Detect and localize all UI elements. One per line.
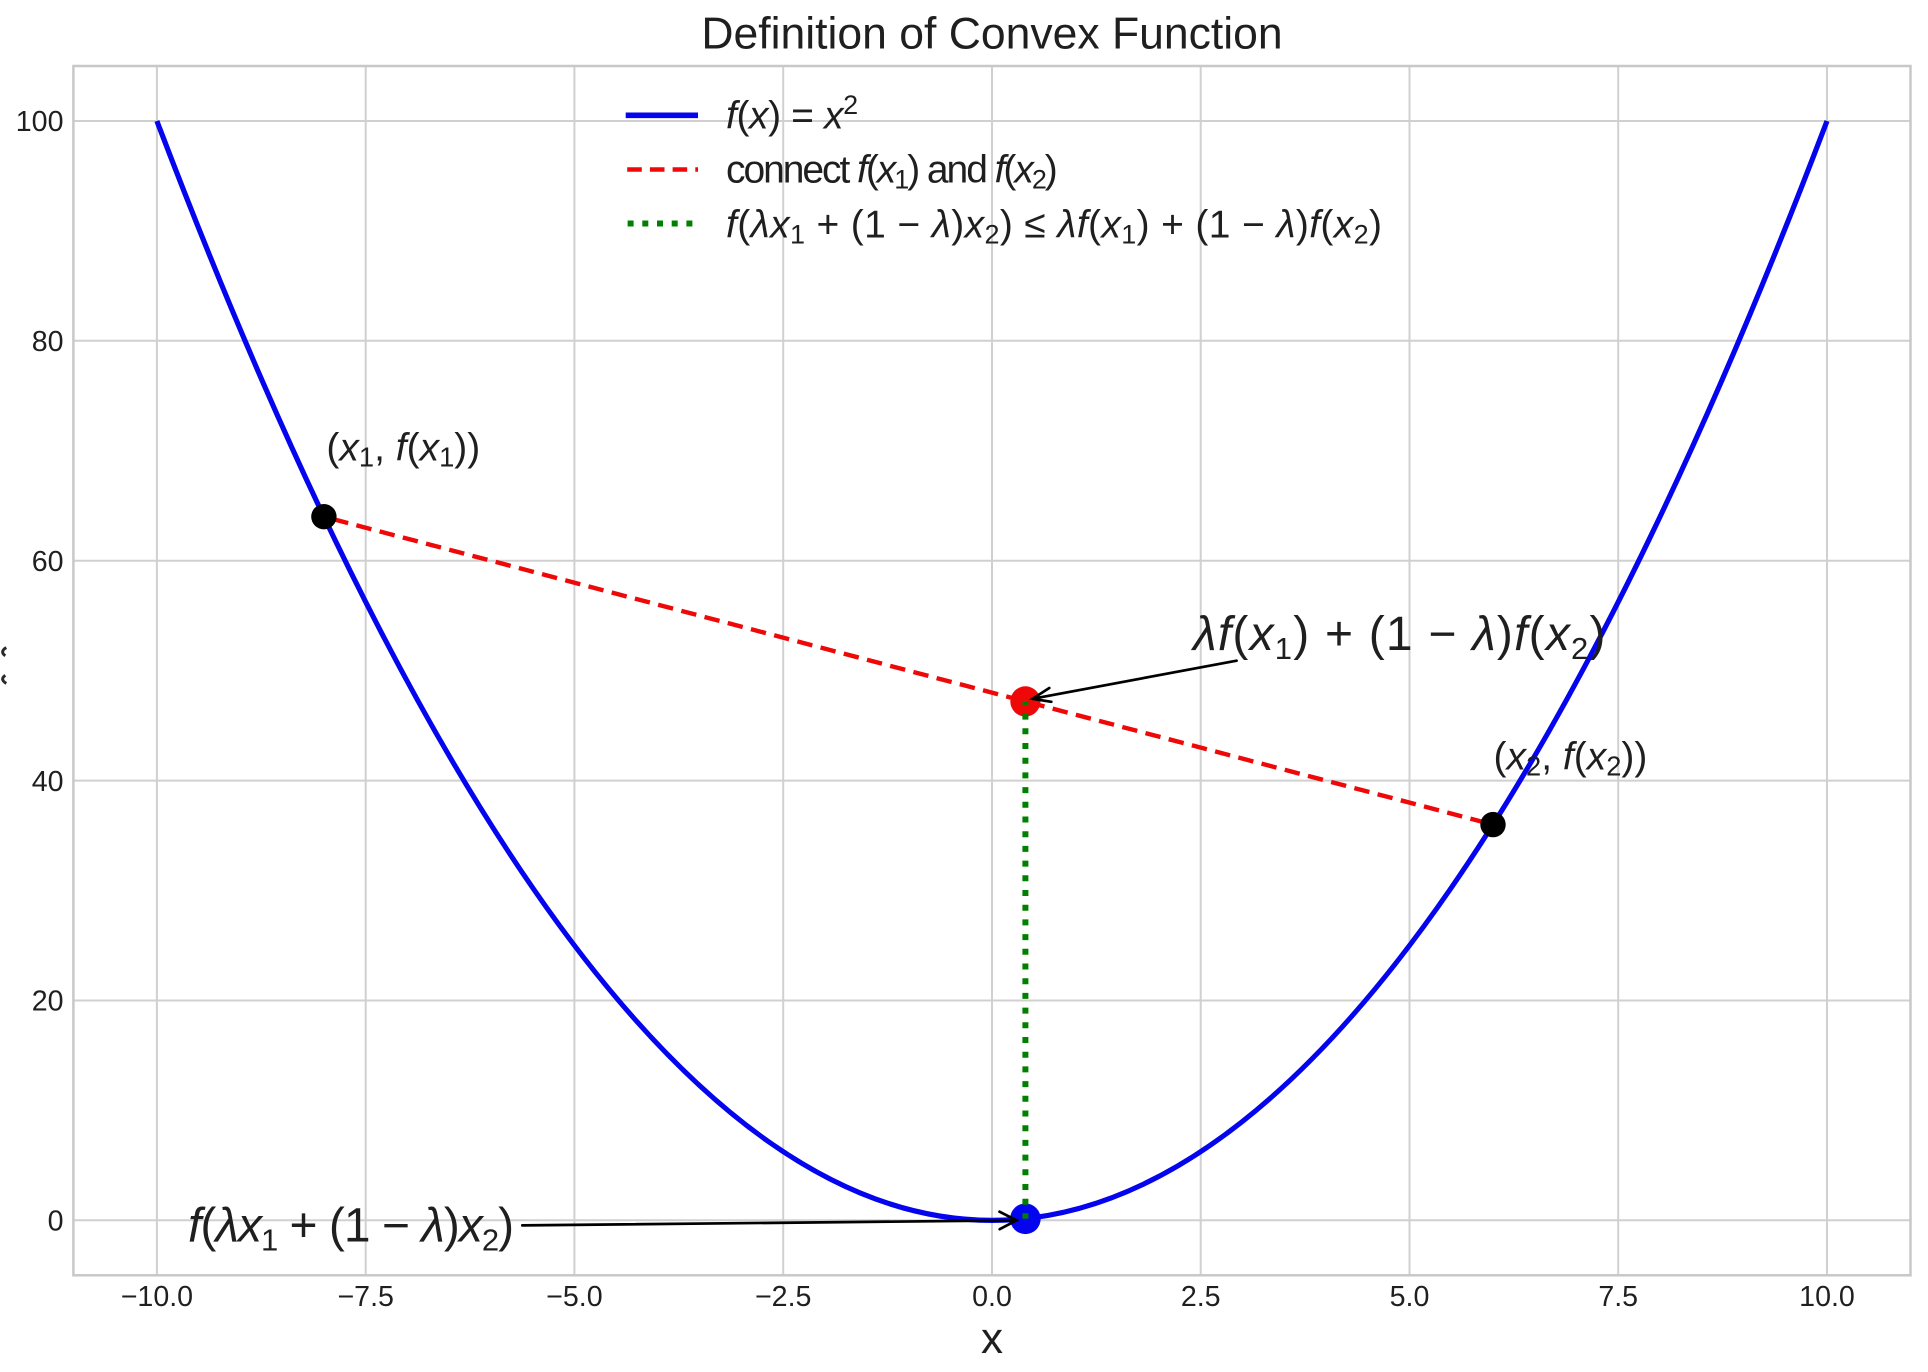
svg-text:20: 20 [32, 986, 64, 1018]
svg-text:−5.0: −5.0 [546, 1281, 602, 1313]
svg-text:f(λx1 + (1 − λ)x2): f(λx1 + (1 − λ)x2) [188, 1200, 513, 1258]
svg-text:(x2, f(x2)): (x2, f(x2)) [1494, 736, 1648, 782]
svg-text:f(λx1 + (1 − λ)x2) ≤ λf(x1) +: f(λx1 + (1 − λ)x2) ≤ λf(x1) + (1 − λ)f(x… [726, 204, 1382, 250]
svg-text:2.5: 2.5 [1181, 1281, 1221, 1313]
svg-text:λf(x1) + (1 − λ)f(x2): λf(x1) + (1 − λ)f(x2) [1190, 608, 1607, 666]
svg-text:5.0: 5.0 [1390, 1281, 1430, 1313]
svg-text:connect f(x1) and f(x2): connect f(x1) and f(x2) [726, 149, 1056, 195]
svg-text:x: x [981, 1314, 1003, 1363]
svg-text:Definition of Convex Function: Definition of Convex Function [701, 10, 1282, 59]
svg-text:−2.5: −2.5 [755, 1281, 811, 1313]
svg-text:10.0: 10.0 [1799, 1281, 1855, 1313]
svg-text:100: 100 [16, 106, 64, 138]
svg-text:0.0: 0.0 [972, 1281, 1012, 1313]
svg-text:40: 40 [32, 766, 64, 798]
svg-text:−10.0: −10.0 [121, 1281, 193, 1313]
svg-text:7.5: 7.5 [1598, 1281, 1638, 1313]
svg-text:−7.5: −7.5 [337, 1281, 393, 1313]
svg-text:f(x) = x2: f(x) = x2 [726, 90, 858, 138]
svg-text:80: 80 [32, 326, 64, 358]
svg-text:0: 0 [48, 1206, 64, 1238]
svg-text:60: 60 [32, 546, 64, 578]
svg-text:(x1, f(x1)): (x1, f(x1)) [326, 427, 480, 473]
